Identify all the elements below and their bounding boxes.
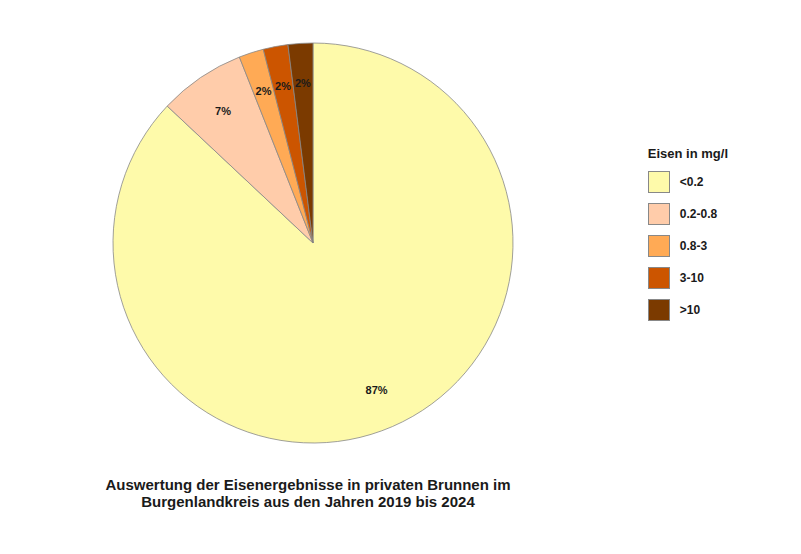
html-text:<0.2: <0.2 (679, 174, 704, 189)
html-text:0.2-0.8: 0.2-0.8 (679, 206, 718, 221)
svg-text:7%: 7% (215, 105, 231, 117)
html-text:>10: >10 (679, 302, 701, 317)
html-text:Auswertung der Eisenergebnisse: Auswertung der Eisenergebnisse in privat… (105, 476, 511, 510)
html-text:3-10: 3-10 (679, 270, 704, 285)
html-text:Eisen in mg/l: Eisen in mg/l (647, 145, 728, 161)
svg-text:87%: 87% (366, 384, 388, 396)
svg-text:2%: 2% (275, 80, 291, 92)
svg-text:2%: 2% (295, 77, 311, 89)
svg-text:2%: 2% (256, 85, 272, 97)
html-text:0.8-3: 0.8-3 (679, 238, 708, 253)
